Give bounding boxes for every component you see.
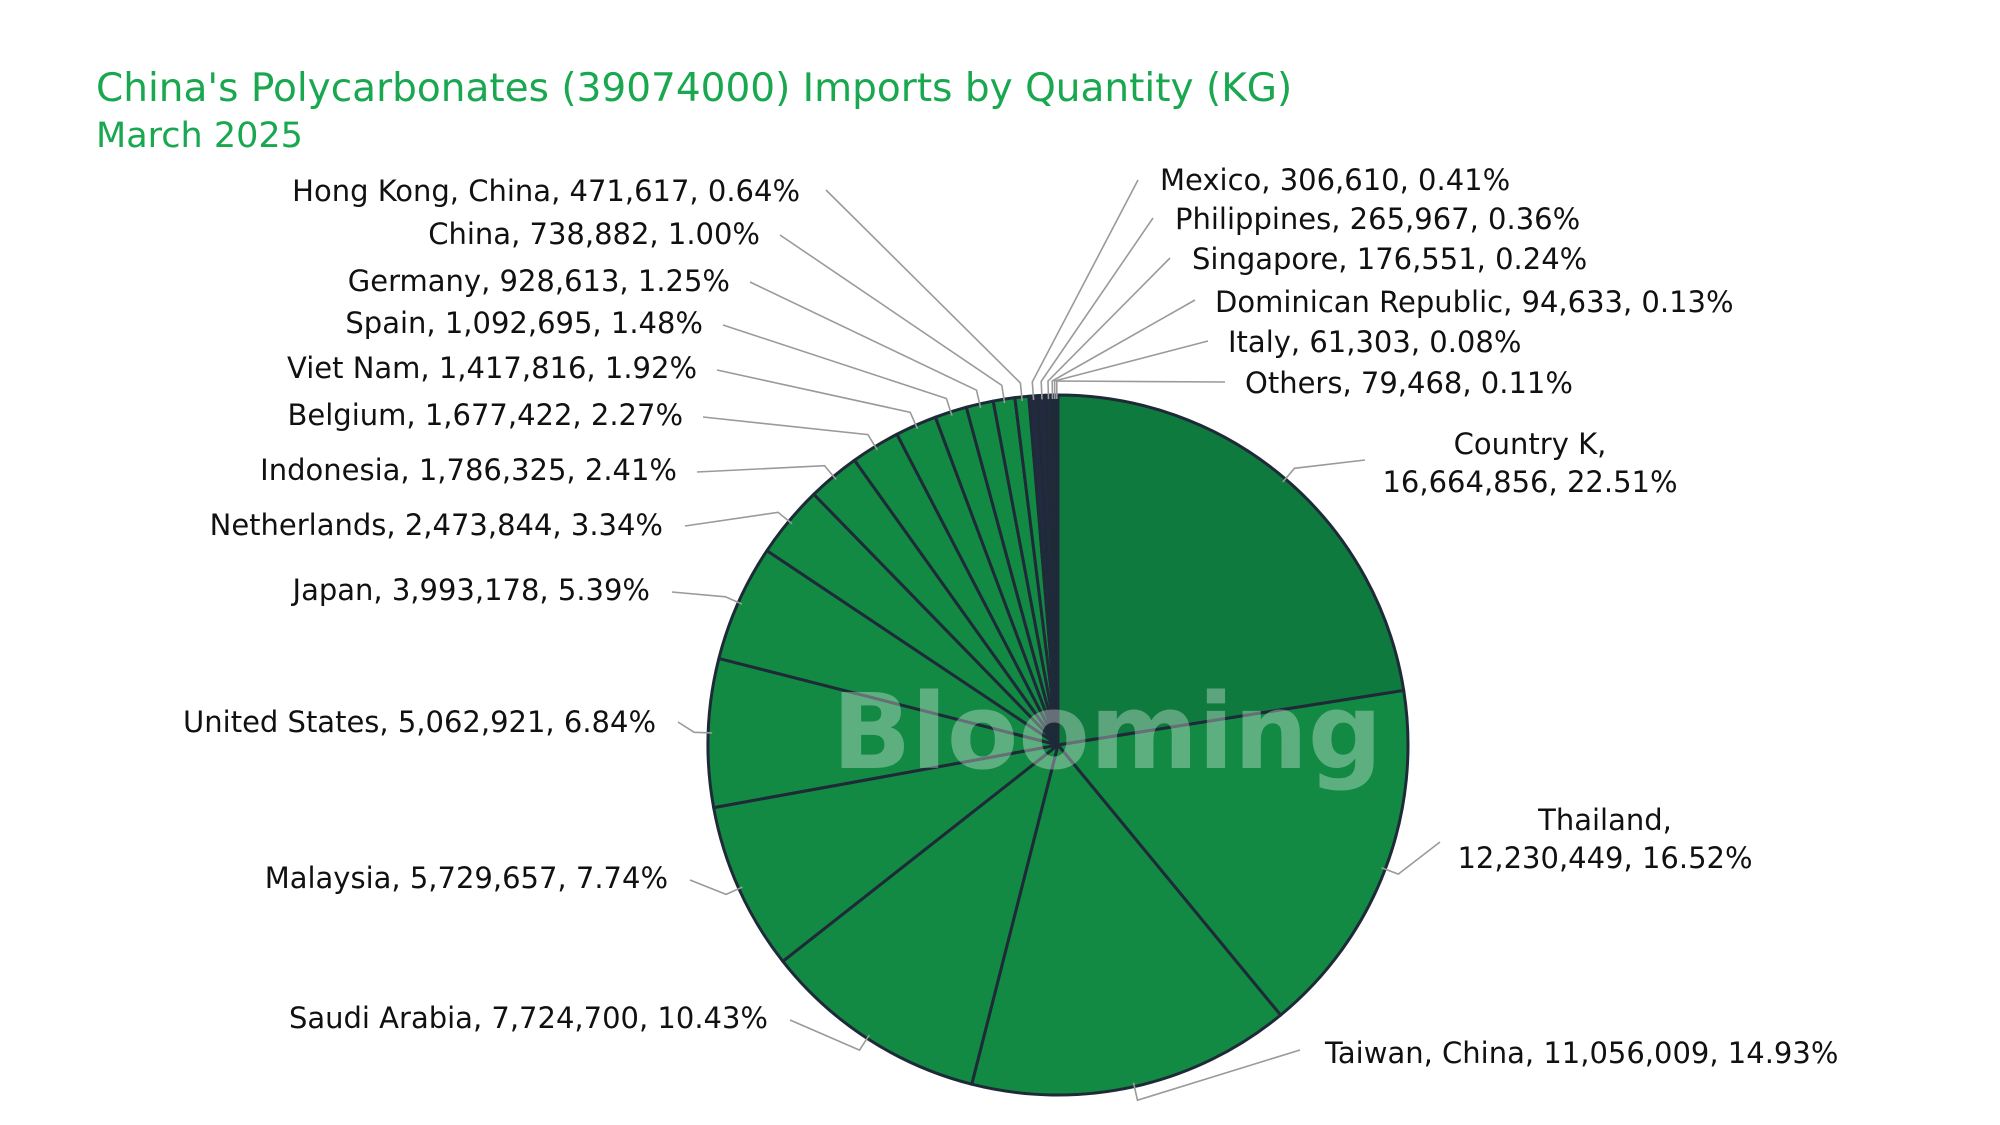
leader-line [671, 591, 743, 605]
leader-line [779, 234, 1006, 404]
pie-slices [706, 393, 1410, 1097]
slice-label: Italy, 61,303, 0.08% [1228, 325, 1521, 359]
leader-line [789, 1019, 870, 1052]
slice-label: Singapore, 176,551, 0.24% [1192, 242, 1587, 276]
leader-line [722, 324, 953, 416]
leader-line [684, 511, 793, 527]
slice-label: Mexico, 306,610, 0.41% [1160, 163, 1510, 197]
leader-line [1051, 299, 1196, 400]
leader-line [716, 369, 919, 430]
slice-label: Dominican Republic, 94,633, 0.13% [1215, 285, 1734, 319]
slice-label: Malaysia, 5,729,657, 7.74% [265, 861, 668, 895]
slice-label: Philippines, 265,967, 0.36% [1175, 202, 1580, 236]
leader-line [1282, 459, 1366, 483]
slice-label: Saudi Arabia, 7,724,700, 10.43% [289, 1001, 768, 1035]
leader-line [749, 281, 982, 408]
leader-line [1381, 841, 1441, 876]
chart-title: China's Polycarbonates (39074000) Import… [96, 66, 1293, 111]
slice-label-name: Thailand, [1537, 803, 1672, 837]
leader-line [677, 721, 713, 734]
slice-label: Spain, 1,092,695, 1.48% [345, 306, 703, 340]
leader-line [702, 416, 878, 451]
slice-label: Belgium, 1,677,422, 2.27% [288, 398, 683, 432]
slice-label: United States, 5,062,921, 6.84% [183, 705, 656, 739]
leader-line [1040, 217, 1154, 400]
leader-lines [671, 179, 1441, 1102]
leader-line [1132, 1049, 1301, 1102]
leader-line [1056, 380, 1226, 399]
slice-label-value: 12,230,449, 16.52% [1457, 841, 1752, 875]
watermark-text: Blooming [832, 671, 1382, 793]
slice-label: Japan, 3,993,178, 5.39% [291, 573, 650, 607]
slice-label: Indonesia, 1,786,325, 2.41% [260, 453, 677, 487]
slice-labels: Country K, 16,664,856, 22.51% Thailand, 12,… [183, 163, 1838, 1070]
slice-label: China, 738,882, 1.00% [428, 217, 760, 251]
slice-label: Taiwan, China, 11,056,009, 14.93% [1324, 1036, 1838, 1070]
slice-label: Others, 79,468, 0.11% [1245, 366, 1573, 400]
slice-label: Viet Nam, 1,417,816, 1.92% [287, 351, 697, 385]
slice-label: Germany, 928,613, 1.25% [348, 264, 730, 298]
leader-line [1047, 257, 1171, 400]
leader-line [825, 189, 1023, 401]
leader-line [696, 464, 837, 481]
leader-line [1053, 340, 1209, 400]
chart-subtitle: March 2025 [96, 116, 303, 156]
slice-label-name: Country K, [1454, 427, 1607, 461]
leader-line [689, 879, 743, 896]
slice-label: Country K, 16,664,856, 22.51% [1382, 427, 1677, 499]
slice-label: Netherlands, 2,473,844, 3.34% [210, 508, 663, 542]
slice-label: Thailand, 12,230,449, 16.52% [1457, 803, 1752, 875]
leader-line [1031, 179, 1139, 400]
slice-label-value: 16,664,856, 22.51% [1382, 465, 1677, 499]
slice-label: Hong Kong, China, 471,617, 0.64% [292, 174, 800, 208]
